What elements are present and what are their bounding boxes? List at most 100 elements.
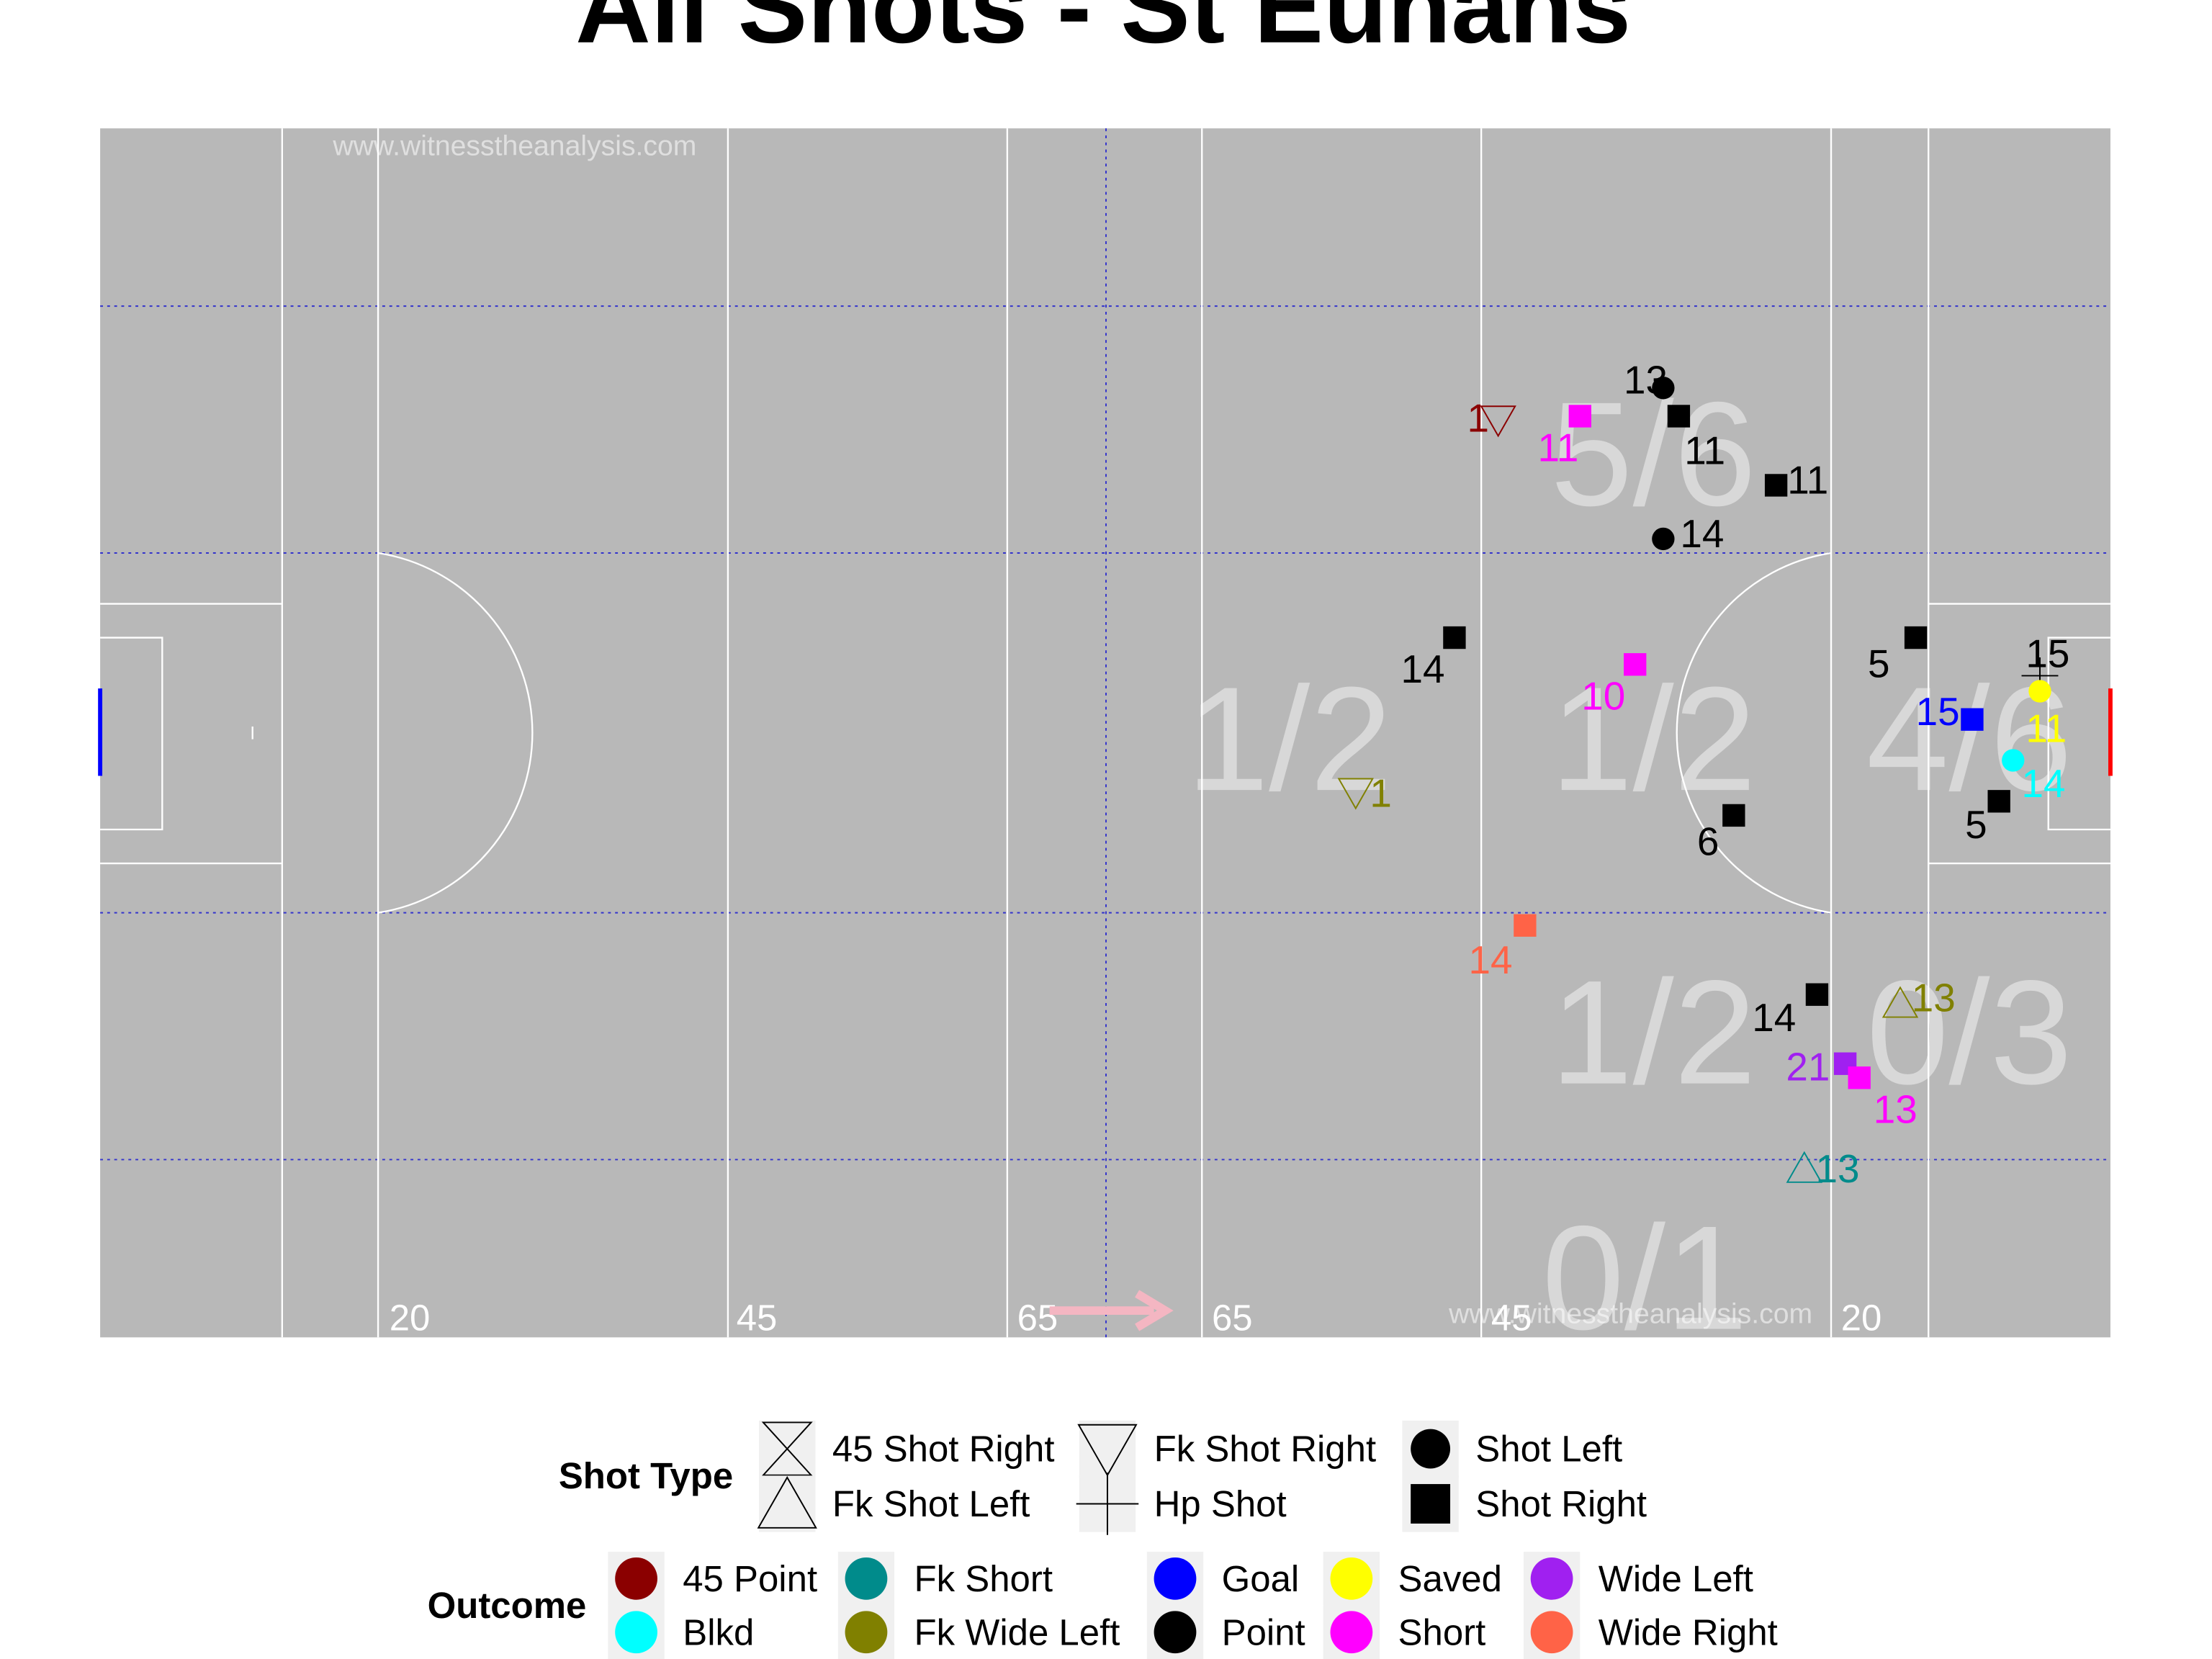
watermark-bottom: www.witnesstheanalysis.com bbox=[1448, 1299, 1812, 1330]
legend-outcome-label: Fk Wide Left bbox=[914, 1611, 1120, 1653]
shot-marker bbox=[1987, 790, 2010, 813]
shot-number-label: 13 bbox=[1624, 358, 1668, 403]
shot-number-label: 15 bbox=[2026, 631, 2069, 676]
shot-point: 14 bbox=[1752, 983, 1829, 1040]
legend-outcome-label: Short bbox=[1398, 1611, 1486, 1653]
shot-marker bbox=[1848, 1066, 1871, 1089]
shot-marker bbox=[1652, 377, 1675, 400]
legend-shot-type-item: 45 Shot Right bbox=[759, 1420, 1055, 1478]
legend-outcome-item: Fk Short bbox=[837, 1552, 1053, 1606]
legend-shot-symbol bbox=[1411, 1429, 1451, 1469]
legend-outcome-swatch bbox=[1330, 1557, 1373, 1600]
shot-number-label: 5 bbox=[1965, 802, 1987, 847]
legend-outcome-item: Fk Wide Left bbox=[837, 1605, 1120, 1659]
legend-outcome-label: 45 Point bbox=[683, 1558, 817, 1599]
shot-point: 15 bbox=[2021, 631, 2069, 694]
shot-point: 14 bbox=[1401, 626, 1466, 691]
shot-number-label: 13 bbox=[1874, 1087, 1917, 1132]
direction-arrow bbox=[1049, 1290, 1174, 1331]
zone-label: 1/2 bbox=[1187, 656, 1393, 822]
chart-title: All Shots - St Eunans bbox=[575, 0, 1631, 65]
shot-number-label: 11 bbox=[1787, 458, 1828, 503]
shot-marker bbox=[1568, 405, 1591, 428]
shot-point: 14 bbox=[2002, 749, 2066, 806]
shot-marker bbox=[2002, 749, 2025, 772]
shot-marker bbox=[1805, 983, 1829, 1006]
zone-label: 0/3 bbox=[1866, 950, 2072, 1115]
legend-outcome-label: Wide Left bbox=[1599, 1558, 1753, 1599]
legend-shot-symbol bbox=[761, 1421, 813, 1476]
shot-marker bbox=[1786, 1151, 1822, 1183]
shot-marker bbox=[1652, 527, 1675, 551]
shot-point: 5 bbox=[1965, 790, 2010, 847]
legend-outcome-swatch bbox=[1330, 1611, 1373, 1654]
shot-point: 13 bbox=[1786, 1146, 1859, 1191]
zone-label: 5/6 bbox=[1550, 371, 1756, 536]
shot-number-label: 1 bbox=[1370, 771, 1392, 816]
legend-shot-type-item: Hp Shot bbox=[1076, 1473, 1287, 1535]
shot-marker bbox=[1722, 804, 1745, 827]
shot-number-label: 6 bbox=[1697, 819, 1719, 863]
shot-marker bbox=[1337, 778, 1374, 810]
legend-outcome-label: Fk Short bbox=[914, 1558, 1053, 1599]
shot-marker bbox=[1624, 653, 1647, 676]
legend-outcome-label: Wide Right bbox=[1599, 1611, 1778, 1653]
legend-shot-type-label: Shot Left bbox=[1475, 1429, 1622, 1470]
legend-shot-type-label: 45 Shot Right bbox=[832, 1429, 1055, 1470]
shot-number-label: 11 bbox=[2026, 706, 2067, 751]
legend-shot-symbol bbox=[1076, 1473, 1139, 1535]
shot-marker bbox=[1904, 626, 1928, 649]
shot-point: 11 bbox=[1538, 405, 1591, 470]
watermark-top: www.witnesstheanalysis.com bbox=[332, 131, 696, 162]
yard-label: 20 bbox=[1841, 1298, 1882, 1339]
shot-marker bbox=[1764, 474, 1788, 497]
shot-point: 5 bbox=[1868, 626, 1928, 685]
yard-label: 45 bbox=[737, 1298, 778, 1339]
shot-marker bbox=[1480, 405, 1516, 438]
legend-outcome-label: Saved bbox=[1398, 1558, 1502, 1599]
legend-outcome-item: Wide Right bbox=[1523, 1605, 1778, 1659]
legend-outcome-label: Blkd bbox=[683, 1611, 754, 1653]
shot-number-label: 5 bbox=[1868, 641, 1890, 685]
legend-outcome-swatch bbox=[845, 1611, 888, 1654]
legend-shot-type-item: Shot Left bbox=[1402, 1420, 1622, 1478]
legend-shot-type: Shot Type 45 Shot Right Fk Shot Left Fk Sho… bbox=[559, 1420, 1647, 1535]
legend-shot-type-label: Shot Right bbox=[1475, 1483, 1647, 1524]
legend-outcome-title: Outcome bbox=[428, 1585, 587, 1626]
shot-point: 11 bbox=[2026, 680, 2067, 751]
legend-outcome-swatch bbox=[615, 1557, 657, 1600]
yard-label: 65 bbox=[1212, 1298, 1253, 1339]
shot-point: 15 bbox=[1916, 689, 1984, 734]
zone-label: 1/2 bbox=[1550, 656, 1756, 822]
legend-shot-type-title: Shot Type bbox=[559, 1455, 733, 1496]
shot-point: 13 bbox=[1624, 358, 1675, 403]
shot-number-label: 13 bbox=[1912, 976, 1956, 1020]
pitch-surface bbox=[100, 128, 2110, 1338]
legend-outcome-item: 45 Point bbox=[608, 1552, 817, 1606]
shot-number-label: 14 bbox=[1469, 938, 1513, 982]
yard-label: 20 bbox=[390, 1298, 431, 1339]
legend-key-bg bbox=[1079, 1420, 1136, 1478]
shot-point: 6 bbox=[1697, 804, 1745, 863]
legend-key-bg bbox=[759, 1475, 816, 1532]
legend-outcome-item: Saved bbox=[1323, 1552, 1502, 1606]
shot-point: 14 bbox=[1469, 914, 1537, 982]
legend-shot-type-label: Fk Shot Left bbox=[832, 1483, 1030, 1524]
shot-point: 13 bbox=[1881, 976, 1956, 1020]
shot-number-label: 10 bbox=[1581, 673, 1625, 718]
zone-label: 0/1 bbox=[1542, 1195, 1748, 1361]
shot-point: 1 bbox=[1337, 771, 1392, 816]
legend-outcome-item: Point bbox=[1146, 1605, 1305, 1659]
shot-marker bbox=[2028, 680, 2051, 703]
shot-point: 10 bbox=[1581, 653, 1647, 718]
shot-point: 1 bbox=[1467, 396, 1516, 441]
zone-labels: 5/61/2 1/2 4/61/2 0/30/1 bbox=[1187, 371, 2072, 1360]
legend-shot-type-label: Hp Shot bbox=[1154, 1483, 1287, 1524]
shot-marker bbox=[1667, 405, 1691, 428]
legend-outcome: Outcome 45 Point Blkd Fk Short Fk Wide Left G… bbox=[428, 1552, 1778, 1659]
shot-marker bbox=[1443, 626, 1466, 649]
shot-number-label: 1 bbox=[1467, 396, 1490, 441]
shot-number-label: 15 bbox=[1916, 689, 1960, 734]
shot-number-label: 14 bbox=[1680, 511, 1724, 556]
